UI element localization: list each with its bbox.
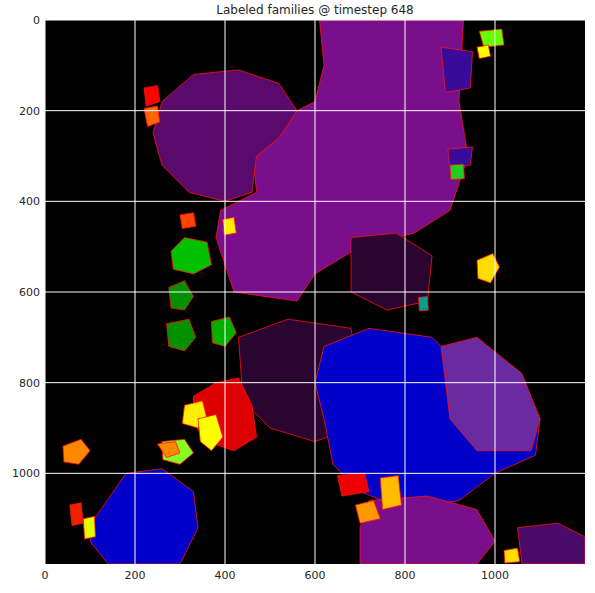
y-tick-label: 600 [19, 286, 40, 299]
family-region [441, 47, 473, 92]
family-region [356, 501, 381, 524]
family-region [360, 496, 495, 564]
family-region [450, 164, 464, 179]
family-region [198, 414, 223, 450]
family-region [504, 548, 520, 563]
y-tick-label: 800 [19, 377, 40, 390]
family-region [441, 337, 540, 450]
grid-line-y [45, 20, 585, 21]
family-region [63, 439, 90, 464]
x-tick-label: 1000 [481, 569, 509, 582]
x-tick-label: 800 [395, 569, 416, 582]
grid-line-y [45, 382, 585, 383]
family-region [380, 476, 401, 510]
family-region [70, 503, 84, 526]
family-region [419, 297, 429, 312]
chart: 0 200 400 600 800 1000 0 200 400 600 800 1000 Labele… [0, 0, 595, 593]
family-region [477, 254, 500, 283]
family-region [144, 106, 160, 126]
grid-line-y [45, 292, 585, 293]
grid-line-y [45, 473, 585, 474]
y-tick-label: 1000 [12, 467, 40, 480]
title: Labeled families @ timestep 648 [216, 3, 414, 17]
image-background [45, 20, 585, 564]
grid-line-y [45, 110, 585, 111]
family-region [477, 45, 491, 59]
y-tick-label: 200 [19, 105, 40, 118]
family-region [169, 281, 194, 310]
family-region [158, 442, 181, 458]
y-tick-label: 0 [33, 14, 40, 27]
family-region [315, 328, 540, 509]
family-region [212, 317, 237, 347]
family-region [171, 238, 212, 274]
x-tick-label: 0 [42, 569, 49, 582]
x-tick-label: 400 [215, 569, 236, 582]
grid-line-y [45, 201, 585, 202]
x-tick-label: 200 [125, 569, 146, 582]
family-region [479, 29, 504, 47]
family-region [180, 213, 196, 229]
family-region [167, 319, 196, 351]
family-region [351, 233, 432, 310]
x-tick-label: 600 [305, 569, 326, 582]
family-region [518, 523, 586, 564]
family-region [144, 86, 160, 106]
y-tick-label: 400 [19, 195, 40, 208]
family-region [90, 469, 198, 564]
family-region [338, 473, 370, 496]
family-region [83, 516, 95, 539]
